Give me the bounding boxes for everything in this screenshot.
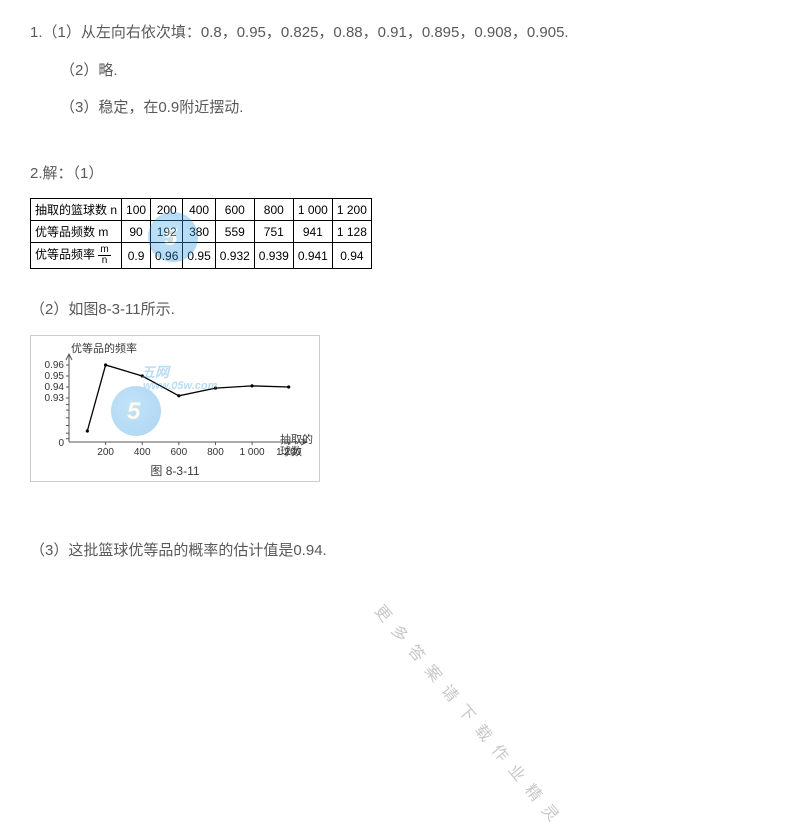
cell: 400 [183, 199, 215, 221]
cell: 0.939 [254, 243, 293, 269]
cell: 0.94 [332, 243, 371, 269]
cell: 0.941 [293, 243, 332, 269]
row-header-m: 优等品频数 m [31, 221, 122, 243]
watermark-diagonal: 更多答案请下载作业精灵 [370, 599, 572, 833]
cell: 0.9 [122, 243, 151, 269]
cell: 1 000 [293, 199, 332, 221]
cell: 941 [293, 221, 332, 243]
svg-text:0: 0 [58, 438, 64, 449]
row-header-rate: 优等品频率 m n [31, 243, 122, 269]
svg-text:0.94: 0.94 [45, 382, 65, 393]
chart-title: 优等品的频率 [71, 340, 137, 356]
chart-xlabel: 抽取的球数 [280, 434, 313, 458]
svg-text:400: 400 [134, 447, 151, 458]
q2-chart-container: 优等品的频率 0.930.940.950.96 0 200 400 600 800 1 00… [30, 335, 320, 482]
table-row-m: 优等品频数 m 90 192 380 559 751 941 1 128 [31, 221, 372, 243]
fraction-m-over-n: m n [98, 245, 110, 266]
cell: 1 200 [332, 199, 371, 221]
cell: 559 [215, 221, 254, 243]
svg-text:0.93: 0.93 [45, 393, 65, 404]
svg-text:0.95: 0.95 [45, 371, 65, 382]
q1-part1: 1.（1）从左向右依次填：0.8，0.95，0.825，0.88，0.91，0.… [30, 20, 770, 46]
svg-text:600: 600 [171, 447, 188, 458]
svg-text:800: 800 [207, 447, 224, 458]
cell: 90 [122, 221, 151, 243]
cell: 380 [183, 221, 215, 243]
cell: 200 [151, 199, 183, 221]
row-header-n: 抽取的篮球数 n [31, 199, 122, 221]
cell: 0.96 [151, 243, 183, 269]
q2-part3: （3）这批篮球优等品的概率的估计值是0.94. [30, 538, 770, 564]
chart-caption: 图 8-3-11 [39, 462, 311, 479]
cell: 800 [254, 199, 293, 221]
q2-part2-label: （2）如图8-3-11所示. [30, 297, 770, 323]
q2-table: 抽取的篮球数 n 100 200 400 600 800 1 000 1 200… [30, 198, 372, 269]
q1-part2: （2）略. [30, 58, 770, 84]
table-row-n: 抽取的篮球数 n 100 200 400 600 800 1 000 1 200 [31, 199, 372, 221]
cell: 1 128 [332, 221, 371, 243]
q1-part3: （3）稳定，在0.9附近摆动. [30, 95, 770, 121]
cell: 751 [254, 221, 293, 243]
cell: 192 [151, 221, 183, 243]
q2-chart: 0.930.940.950.9602004006008001 0001 200 [39, 342, 311, 460]
svg-text:200: 200 [97, 447, 114, 458]
cell: 100 [122, 199, 151, 221]
table-row-rate: 优等品频率 m n 0.9 0.96 0.95 0.932 0.939 0.94… [31, 243, 372, 269]
cell: 0.95 [183, 243, 215, 269]
svg-text:1 000: 1 000 [240, 447, 265, 458]
cell: 0.932 [215, 243, 254, 269]
svg-text:0.96: 0.96 [45, 360, 65, 371]
q2-intro: 2.解：（1） [30, 161, 770, 187]
cell: 600 [215, 199, 254, 221]
